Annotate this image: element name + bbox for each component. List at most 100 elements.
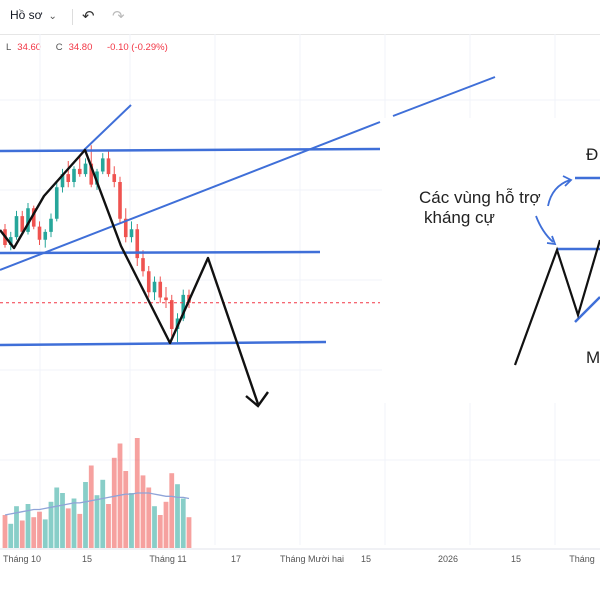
volume-bar bbox=[2, 515, 8, 548]
volume-bar bbox=[169, 473, 175, 548]
volume-bar bbox=[31, 517, 37, 548]
volume-bar bbox=[100, 479, 106, 548]
candle-body bbox=[129, 229, 134, 238]
volume-bar bbox=[129, 493, 134, 548]
candle-body bbox=[83, 163, 88, 175]
candle-body bbox=[123, 218, 128, 238]
volume-bar bbox=[8, 523, 14, 548]
volume-bar bbox=[175, 484, 180, 548]
undo-icon[interactable]: ↶ bbox=[82, 8, 95, 25]
volume-bar bbox=[14, 506, 19, 548]
chevron-down-icon: ⌄ bbox=[48, 11, 57, 22]
candle-body bbox=[164, 297, 168, 301]
x-tick-label: Tháng bbox=[569, 554, 595, 564]
resistance-line-top[interactable] bbox=[0, 147, 381, 153]
x-tick-label: Tháng 11 bbox=[149, 554, 186, 564]
candle-body bbox=[100, 158, 105, 172]
candle-body bbox=[146, 271, 151, 293]
volume-bar bbox=[42, 519, 48, 548]
volume-bar bbox=[25, 504, 31, 548]
inset-trend-line bbox=[574, 296, 600, 323]
candle-body bbox=[89, 163, 94, 185]
annotation-line-2: kháng cự bbox=[424, 208, 495, 227]
zigzag-path bbox=[0, 148, 260, 405]
annotation-partial-bottom: M bbox=[586, 348, 600, 367]
x-tick-label: 15 bbox=[511, 554, 521, 564]
volume-bar bbox=[180, 498, 186, 548]
candle-body bbox=[14, 216, 19, 238]
drawings bbox=[0, 76, 496, 408]
inset-background bbox=[382, 118, 600, 403]
inset-zigzag bbox=[513, 239, 600, 366]
candles bbox=[3, 145, 191, 343]
volume-bar bbox=[157, 515, 163, 548]
inset-arrow-2-head bbox=[562, 175, 573, 187]
close-key: C bbox=[55, 42, 63, 53]
candle-body bbox=[54, 187, 59, 219]
volume-bar bbox=[186, 517, 192, 548]
candle-body bbox=[20, 216, 25, 232]
volume-bars bbox=[2, 438, 192, 548]
candle-body bbox=[49, 218, 53, 232]
volume-bar bbox=[83, 482, 88, 548]
toolbar-divider bbox=[72, 9, 73, 25]
volume-bar bbox=[65, 508, 71, 548]
x-tick-label: 17 bbox=[231, 554, 241, 564]
trendline-short[interactable] bbox=[81, 104, 132, 153]
annotation-partial-top: Đ bbox=[586, 145, 598, 164]
candle-body bbox=[158, 281, 163, 298]
candle-body bbox=[77, 168, 82, 175]
close-value: 34.80 bbox=[68, 42, 93, 53]
volume-bar bbox=[152, 506, 157, 548]
volume-bar bbox=[123, 471, 129, 548]
candle-body bbox=[152, 281, 157, 293]
ohlc-legend: L 34.60 C 34.80 -0.10 (-0.29%) bbox=[6, 42, 174, 53]
annotation-line-1: Các vùng hỗ trợ bbox=[419, 188, 541, 207]
trendline-long-extension[interactable] bbox=[392, 76, 496, 117]
candle-body bbox=[43, 231, 48, 240]
x-tick-label: Tháng Mười hai bbox=[280, 554, 344, 564]
volume-bar bbox=[163, 501, 169, 548]
profile-label: Hồ sơ bbox=[10, 8, 43, 22]
candle-body bbox=[141, 258, 145, 272]
x-tick-label: 15 bbox=[361, 554, 371, 564]
candle-body bbox=[135, 229, 140, 259]
volume-bar bbox=[111, 457, 117, 548]
candle-body bbox=[31, 208, 36, 227]
volume-bar bbox=[94, 495, 100, 548]
candle-body bbox=[8, 237, 13, 245]
x-axis: Tháng 10 15 Tháng 11 17 Tháng Mười hai 15 2026… bbox=[0, 548, 600, 564]
x-tick-label: 2026 bbox=[438, 554, 458, 564]
candle-body bbox=[95, 171, 99, 185]
redo-icon[interactable]: ↷ bbox=[112, 8, 125, 25]
candle-body bbox=[112, 174, 117, 182]
candle-body bbox=[37, 226, 42, 240]
inset-arrow-2 bbox=[547, 179, 571, 207]
trendline-long[interactable] bbox=[0, 121, 381, 271]
grid bbox=[0, 34, 600, 545]
inset-diagram: Các vùng hỗ trợ kháng cự Đ M bbox=[382, 118, 600, 403]
volume-bar bbox=[106, 504, 111, 548]
candle-body bbox=[66, 174, 71, 182]
candle-body bbox=[169, 300, 174, 329]
candle-body bbox=[181, 294, 186, 319]
change-value: -0.10 (-0.29%) bbox=[107, 42, 168, 53]
support-line-mid[interactable] bbox=[0, 250, 321, 255]
inset-arrow-1 bbox=[535, 215, 554, 243]
support-line-low[interactable] bbox=[0, 340, 327, 347]
candle-body bbox=[106, 158, 111, 175]
profile-dropdown[interactable]: Hồ sơ ⌄ bbox=[10, 8, 57, 22]
volume-bar bbox=[88, 465, 94, 548]
candle-body bbox=[26, 208, 30, 232]
candle-body bbox=[72, 168, 76, 182]
volume-bar bbox=[71, 498, 77, 548]
volume-bar bbox=[54, 487, 60, 548]
volume-bar bbox=[140, 475, 146, 548]
inset-arrow-1-head bbox=[546, 235, 557, 246]
volume-bar bbox=[48, 501, 54, 548]
low-value: 34.60 bbox=[17, 42, 42, 53]
volume-bar bbox=[146, 487, 152, 548]
volume-bar bbox=[19, 520, 25, 548]
volume-ma-line bbox=[4, 492, 190, 516]
